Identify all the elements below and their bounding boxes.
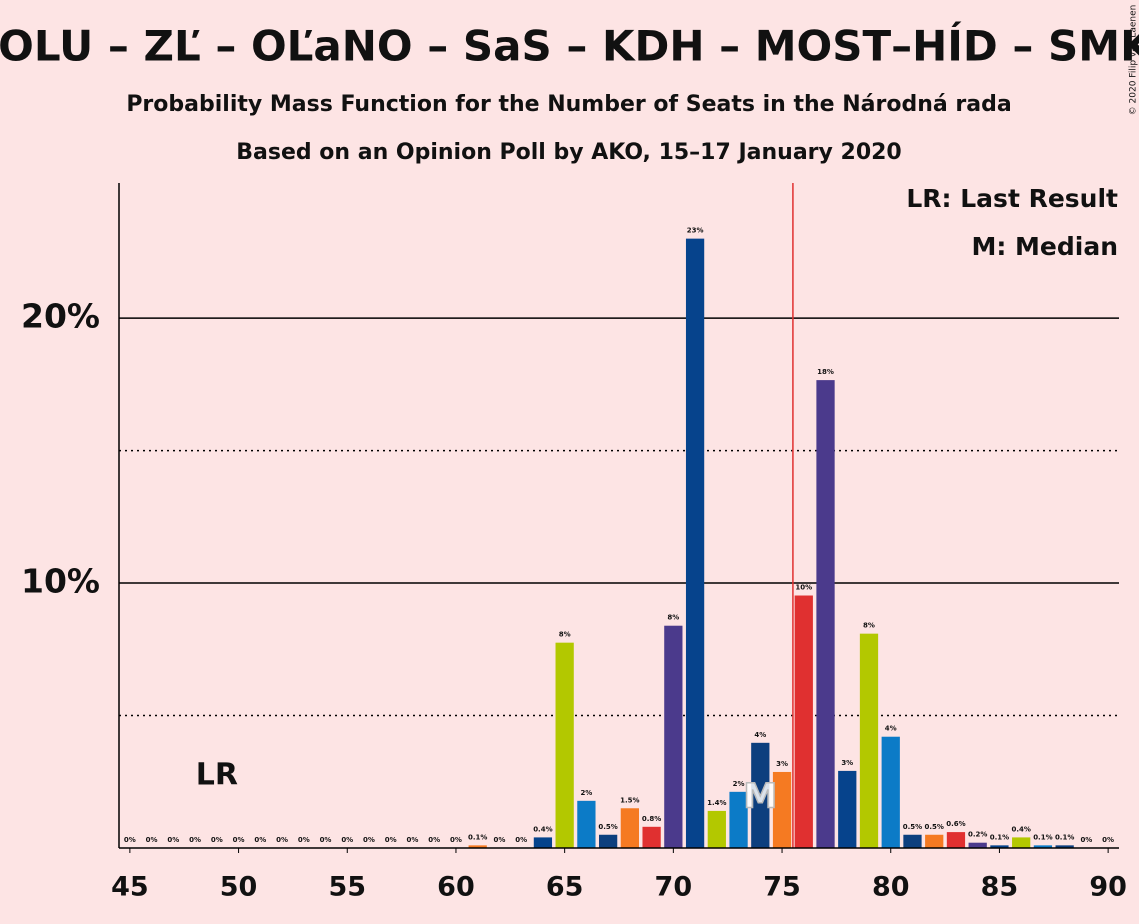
value-label: 0% (298, 836, 310, 844)
bar (468, 845, 487, 848)
x-tick-label: 45 (111, 872, 149, 903)
x-tick-label: 50 (220, 872, 258, 903)
x-tick-label: 80 (872, 872, 910, 903)
value-label: 0% (276, 836, 288, 844)
x-tick-label: 60 (437, 872, 475, 903)
bar (577, 800, 596, 848)
chart-subtitle: Based on an Opinion Poll by AKO, 15–17 J… (236, 140, 902, 165)
value-label: 0% (493, 836, 505, 844)
bar (751, 742, 770, 848)
bar (968, 842, 987, 848)
value-label: 0% (124, 836, 136, 844)
value-label: 0.4% (533, 825, 552, 833)
median-marker: M (743, 776, 777, 816)
value-label: 0% (254, 836, 266, 844)
bar (685, 238, 705, 848)
value-label: 8% (863, 622, 875, 630)
bar (903, 834, 922, 848)
value-label: 0% (385, 836, 397, 844)
value-label: 8% (667, 614, 679, 622)
value-label: 10% (795, 584, 812, 592)
y-tick-label: 10% (21, 562, 100, 601)
bar (642, 826, 661, 848)
chart-title: POLU – ZĽ – OĽaNO – SaS – KDH – MOST–HÍD… (0, 21, 1139, 71)
value-label: 0% (189, 836, 201, 844)
value-label: 0% (233, 836, 245, 844)
value-label: 0.1% (1055, 833, 1074, 841)
value-label: 23% (687, 227, 704, 235)
bar (620, 808, 639, 848)
value-label: 0.6% (946, 820, 965, 828)
value-label: 8% (559, 631, 571, 639)
value-label: 0% (515, 836, 527, 844)
value-label: 0% (407, 836, 419, 844)
x-tick-label: 55 (328, 872, 366, 903)
bar (1033, 845, 1053, 848)
value-label: 0% (363, 836, 375, 844)
legend-entry: M: Median (971, 232, 1118, 261)
value-label: 18% (817, 368, 834, 376)
bar (794, 595, 813, 848)
y-tick-label: 20% (21, 297, 100, 336)
bar (990, 845, 1009, 848)
value-label: 4% (885, 725, 897, 733)
value-label: 0% (167, 836, 179, 844)
bar (1055, 845, 1074, 848)
value-label: 4% (754, 731, 766, 739)
value-label: 0% (320, 836, 332, 844)
legend-entry: LR: Last Result (906, 184, 1118, 213)
value-label: 0% (450, 836, 462, 844)
value-label: 1.4% (707, 799, 726, 807)
value-label: 2% (733, 780, 745, 788)
bar (729, 791, 748, 848)
bar (533, 837, 553, 848)
bar (859, 633, 879, 848)
bar (707, 810, 726, 848)
value-label: 0.8% (642, 815, 661, 823)
value-label: 0.5% (598, 823, 617, 831)
value-label: 0% (146, 836, 158, 844)
bar (664, 625, 683, 848)
bar (772, 771, 792, 848)
bar (599, 834, 618, 848)
value-label: 0% (341, 836, 353, 844)
x-tick-label: 90 (1089, 872, 1127, 903)
value-label: 3% (841, 759, 853, 767)
bar (925, 834, 944, 848)
bar (946, 832, 966, 848)
x-tick-label: 65 (546, 872, 584, 903)
value-label: 0.5% (903, 823, 922, 831)
value-label: 0.1% (468, 833, 487, 841)
copyright: © 2020 Filip van Laenen (1129, 5, 1139, 116)
value-label: 2% (580, 789, 592, 797)
value-label: 1.5% (620, 796, 639, 804)
value-label: 0.1% (1033, 833, 1052, 841)
value-label: 0.5% (925, 823, 944, 831)
chart-subtitle: Probability Mass Function for the Number… (126, 92, 1011, 117)
value-label: 0.4% (1011, 825, 1030, 833)
bar (838, 770, 857, 848)
x-tick-label: 85 (981, 872, 1019, 903)
bar (555, 642, 574, 848)
value-label: 0.1% (990, 833, 1009, 841)
bar (881, 736, 900, 848)
value-label: 0% (1102, 836, 1114, 844)
value-label: 0% (211, 836, 223, 844)
x-tick-label: 70 (655, 872, 693, 903)
value-label: 0% (1080, 836, 1092, 844)
value-label: 3% (776, 760, 788, 768)
value-label: 0.2% (968, 831, 987, 839)
x-tick-label: 75 (763, 872, 801, 903)
bar (816, 380, 835, 848)
value-label: 0% (428, 836, 440, 844)
last-result-marker: LR (196, 758, 238, 793)
bar (1012, 837, 1031, 848)
